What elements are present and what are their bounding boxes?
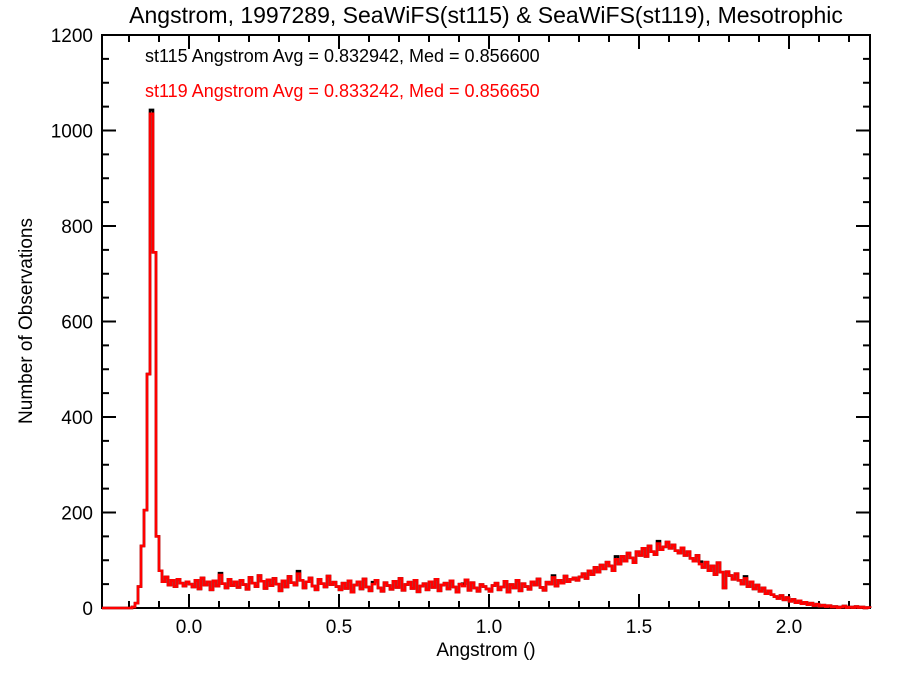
y-tick-label: 400 — [61, 408, 93, 429]
y-tick-label: 0 — [82, 599, 93, 620]
chart-title: Angstrom, 1997289, SeaWiFS(st115) & SeaW… — [129, 2, 843, 28]
x-axis-label: Angstrom () — [436, 640, 536, 661]
x-tick-label: 0.5 — [326, 617, 352, 638]
x-tick-label: 0.0 — [176, 617, 202, 638]
legend-st119: st119 Angstrom Avg = 0.833242, Med = 0.8… — [145, 81, 540, 101]
y-tick-label: 1000 — [51, 122, 93, 143]
histogram-series-st115 — [102, 108, 872, 610]
x-tick-label: 2.0 — [776, 617, 802, 638]
histogram-series-st119 — [102, 112, 872, 610]
x-tick-label: 1.0 — [476, 617, 502, 638]
x-tick-label: 1.5 — [626, 617, 652, 638]
y-tick-label: 800 — [61, 217, 93, 238]
y-tick-label: 600 — [61, 313, 93, 334]
y-axis-label: Number of Observations — [16, 218, 37, 424]
legend-st115: st115 Angstrom Avg = 0.832942, Med = 0.8… — [145, 46, 540, 66]
y-tick-label: 200 — [61, 504, 93, 525]
plot-border — [101, 34, 871, 609]
y-tick-label: 1200 — [51, 26, 93, 47]
